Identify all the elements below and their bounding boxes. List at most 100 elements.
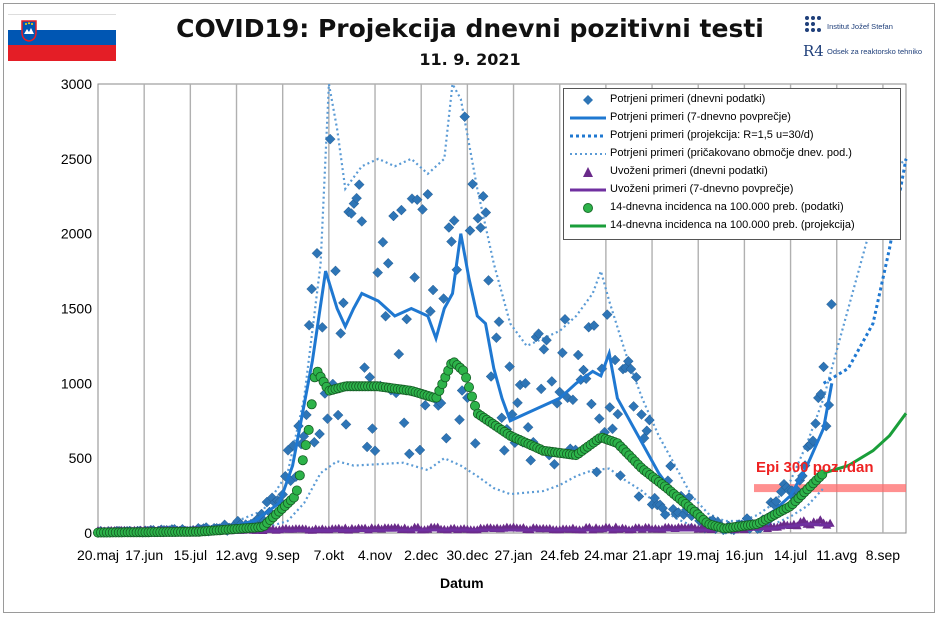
- confirmed-daily-marker: [324, 133, 336, 145]
- x-tick-label: 2.dec: [404, 547, 438, 563]
- confirmed-daily-marker: [411, 194, 423, 205]
- incidence-data-marker: [300, 440, 311, 451]
- confirmed-daily-marker: [541, 334, 552, 346]
- confirmed-daily-marker: [572, 349, 584, 361]
- diamond-marker-icon: [583, 95, 593, 105]
- confirmed-daily-marker: [578, 364, 589, 376]
- confirmed-daily-marker: [483, 275, 494, 286]
- confirmed-daily-marker: [427, 284, 439, 296]
- confirmed-daily-marker: [525, 455, 536, 466]
- confirmed-daily-marker: [591, 466, 602, 478]
- confirmed-daily-marker: [359, 362, 370, 373]
- confirmed-daily-marker: [549, 459, 560, 470]
- confirmed-daily-marker: [496, 412, 507, 424]
- ijs-dots-icon: [805, 16, 821, 32]
- confirmed-daily-marker: [594, 413, 605, 424]
- confirmed-daily-marker: [417, 204, 428, 215]
- confirmed-daily-marker: [393, 348, 405, 360]
- legend-item-projection: Potrjeni primeri (projekcija: R=1,5 u=30…: [564, 127, 900, 145]
- confirmed-daily-marker: [369, 445, 381, 457]
- incidence-data-marker: [294, 470, 305, 481]
- confirmed-daily-marker: [388, 210, 399, 222]
- solid-line-icon: [570, 116, 606, 120]
- confirmed-daily-marker: [601, 309, 613, 320]
- legend-item-confirmed-avg: Potrjeni primeri (7-dnevno povprečje): [564, 109, 900, 127]
- confirmed-daily-marker: [361, 441, 373, 453]
- confirmed-daily-marker: [567, 394, 579, 406]
- confirmed-daily-marker: [303, 319, 315, 331]
- y-tick-label: 2500: [61, 151, 92, 167]
- y-tick-label: 1500: [61, 301, 92, 317]
- confirmed-daily-marker: [588, 320, 600, 331]
- confirmed-daily-marker: [314, 428, 325, 440]
- x-tick-label: 12.avg: [215, 547, 257, 563]
- confirmed-daily-marker: [612, 408, 624, 420]
- x-tick-label: 19.maj: [677, 547, 719, 563]
- chart-title: COVID19: Projekcija dnevni pozitivni tes…: [176, 14, 764, 43]
- r4-logo-glyph: R4: [803, 42, 824, 60]
- confirmed-daily-marker: [340, 419, 352, 430]
- y-tick-label: 500: [69, 450, 93, 466]
- chart-subtitle: 11. 9. 2021: [419, 50, 521, 69]
- confirmed-daily-marker: [309, 437, 320, 448]
- confirmed-daily-marker: [306, 283, 317, 295]
- confirmed-daily-marker: [443, 222, 455, 233]
- x-tick-label: 21.apr: [632, 547, 672, 563]
- confirmed-daily-marker: [422, 189, 434, 200]
- confirmed-daily-marker: [351, 192, 362, 204]
- confirmed-daily-marker: [665, 460, 676, 472]
- confirmed-daily-marker: [409, 272, 420, 283]
- x-tick-label: 14.jul: [774, 547, 807, 563]
- confirmed-daily-marker: [332, 409, 344, 421]
- confirmed-daily-marker: [815, 388, 827, 400]
- confirmed-daily-marker: [396, 204, 407, 216]
- confirmed-daily-marker: [367, 423, 378, 434]
- epi-threshold-band: [754, 484, 906, 493]
- incidence-data-marker: [297, 455, 308, 466]
- confirmed-daily-marker: [470, 438, 481, 449]
- confirmed-daily-marker: [338, 297, 349, 309]
- confirmed-daily-marker: [641, 425, 653, 437]
- y-tick-label: 2000: [61, 226, 92, 242]
- solid-line-icon: [570, 188, 606, 192]
- confirmed-daily-marker: [401, 313, 412, 325]
- confirmed-daily-marker: [380, 310, 391, 322]
- confirmed-daily-marker: [464, 225, 476, 236]
- legend-item-confirmed-daily: Potrjeni primeri (dnevni podatki): [564, 91, 900, 109]
- r4-logo: R4 Odsek za reaktorsko tehniko: [803, 42, 933, 64]
- x-axis-label: Datum: [440, 575, 484, 591]
- confirmed-daily-marker: [459, 111, 470, 122]
- confirmed-daily-marker: [557, 347, 568, 359]
- confirmed-daily-marker: [546, 376, 558, 387]
- x-tick-label: 16.jun: [725, 547, 763, 563]
- confirmed-daily-marker: [586, 398, 597, 410]
- confirmed-daily-marker: [467, 178, 478, 190]
- confirmed-daily-marker: [559, 314, 571, 325]
- confirmed-daily-marker: [607, 423, 618, 435]
- confirmed-daily-marker: [404, 448, 415, 460]
- confirmed-daily-marker: [522, 422, 534, 433]
- confirmed-daily-marker: [609, 354, 621, 366]
- confirmed-daily-marker: [475, 222, 486, 233]
- confirmed-daily-marker: [454, 414, 465, 425]
- y-tick-label: 1000: [61, 375, 92, 391]
- confirmed-daily-marker: [472, 213, 484, 224]
- triangle-marker-icon: [583, 167, 593, 177]
- x-tick-label: 9.sep: [266, 547, 300, 563]
- confirmed-daily-marker: [438, 293, 449, 304]
- confirmed-daily-marker: [372, 267, 383, 278]
- confirmed-daily-marker: [448, 215, 460, 226]
- confirmed-daily-marker: [398, 417, 410, 429]
- ijs-logo: Institut Jožef Stefan: [803, 14, 933, 44]
- confirmed-daily-marker: [322, 413, 333, 424]
- confirmed-daily-marker: [604, 402, 616, 413]
- confirmed-daily-marker: [504, 361, 515, 372]
- dotted-line-icon: [570, 153, 606, 155]
- confirmed-daily-marker: [419, 400, 431, 411]
- r4-logo-text: Odsek za reaktorsko tehniko: [827, 47, 923, 56]
- confirmed-daily-marker: [441, 432, 452, 444]
- x-tick-label: 4.nov: [358, 547, 392, 563]
- confirmed-daily-marker: [499, 445, 510, 456]
- circle-marker-icon: [583, 203, 593, 213]
